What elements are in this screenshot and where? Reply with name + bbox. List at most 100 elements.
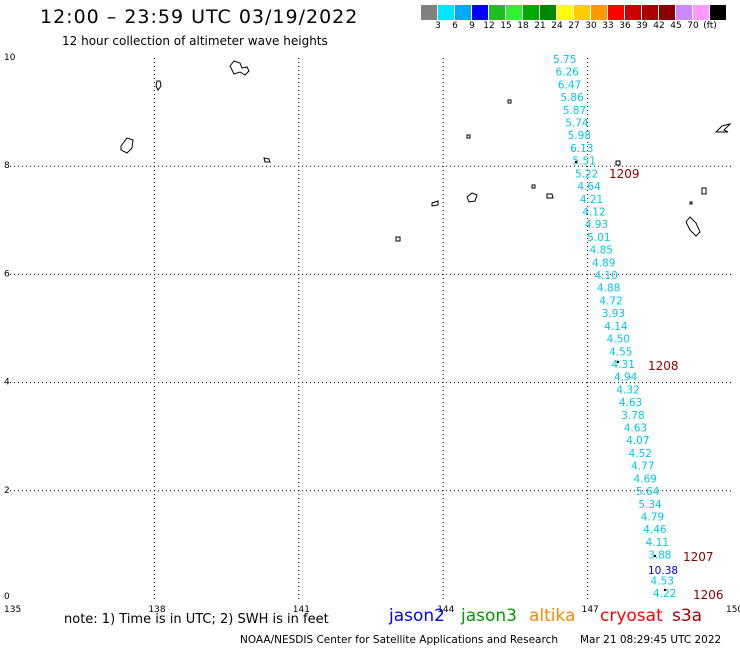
track-marker	[574, 160, 578, 164]
island-coastline	[120, 137, 134, 154]
y-tick-label: 10	[4, 53, 16, 63]
wave-height-value: 4.07	[626, 435, 649, 447]
wave-height-value: 5.74	[565, 118, 589, 130]
scale-label: 45	[670, 21, 682, 31]
wave-height-value: 4.94	[614, 372, 638, 384]
y-tick-label: 8	[4, 161, 10, 171]
scale-swatch	[608, 5, 625, 20]
scale-label: 6	[452, 21, 458, 31]
time-label: 1209	[609, 167, 640, 181]
wave-height-value: 4.10	[594, 270, 617, 282]
scale-swatch	[472, 5, 489, 20]
wave-height-value-jason2: 10.38	[648, 565, 678, 577]
wave-height-value: 4.31	[612, 359, 635, 371]
scale-label: 15	[500, 21, 512, 31]
wave-height-value: 4.79	[641, 511, 664, 523]
map-title: 12:00 – 23:59 UTC 03/19/2022	[40, 6, 359, 28]
wave-height-value: 6.13	[570, 143, 593, 155]
x-tick-label: 135	[4, 605, 21, 615]
scale-swatch	[574, 5, 591, 20]
island-coastline	[155, 80, 162, 91]
scale-label: 18	[517, 21, 529, 31]
island-coastline	[431, 200, 439, 207]
x-tick-label: 138	[148, 605, 165, 615]
wave-height-value: 4.64	[577, 181, 601, 193]
island-coastline	[546, 193, 554, 199]
x-tick-label: 141	[293, 605, 310, 615]
wave-height-value: 4.55	[609, 346, 632, 358]
y-tick-label: 0	[4, 592, 10, 602]
wave-height-value: 6.47	[558, 79, 581, 91]
wave-height-value: 4.89	[592, 257, 615, 269]
wave-height-value: 4.93	[585, 219, 608, 231]
island-coastline	[531, 184, 536, 189]
wave-height-value: 4.21	[580, 194, 603, 206]
scale-label: 30	[585, 21, 597, 31]
wave-height-value: 5.01	[587, 232, 610, 244]
y-tick-label: 2	[4, 486, 10, 496]
wave-height-value: 4.12	[582, 206, 605, 218]
track-marker	[653, 554, 657, 558]
scale-label: 24	[551, 21, 563, 31]
scale-swatch	[523, 5, 540, 20]
wave-height-value: 4.14	[604, 321, 628, 333]
scale-swatch	[676, 5, 693, 20]
scale-label: (ft)	[703, 21, 717, 31]
satellite-s3a: s3a	[672, 606, 703, 626]
x-tick-label: 150	[726, 605, 740, 615]
island-coastline	[714, 123, 732, 133]
scale-label: 3	[435, 21, 441, 31]
x-tick-label: 147	[582, 605, 599, 615]
wave-height-value: 5.86	[560, 92, 584, 104]
scale-swatch	[557, 5, 574, 20]
x-tick-label: 144	[437, 605, 454, 615]
wave-height-value: 5.34	[638, 499, 662, 511]
time-label: 1206	[693, 588, 724, 602]
wave-height-value: 4.77	[631, 461, 654, 473]
wave-height-value: 4.63	[619, 397, 642, 409]
wave-height-value: 4.46	[643, 524, 667, 536]
wave-height-value: 4.11	[646, 537, 669, 549]
island-coastline	[263, 157, 271, 163]
satellite-jason3: jason3	[461, 606, 517, 626]
scale-label: 9	[469, 21, 475, 31]
y-tick-label: 6	[4, 269, 10, 279]
wave-height-value: 4.22	[653, 588, 676, 600]
wave-height-value: 3.93	[602, 308, 625, 320]
wave-height-value: 4.63	[624, 423, 647, 435]
wave-height-value: 5.75	[553, 54, 576, 66]
wave-height-value: 4.72	[599, 295, 622, 307]
scale-swatch	[421, 5, 438, 20]
wave-height-value: 3.88	[648, 550, 671, 562]
island-coastline	[466, 134, 471, 139]
scale-swatch	[540, 5, 557, 20]
wave-height-value: 4.53	[651, 575, 674, 587]
scale-swatch	[506, 5, 523, 20]
scale-swatch	[710, 5, 727, 20]
wave-height-value: 4.50	[607, 334, 630, 346]
wave-height-value: 5.64	[636, 486, 660, 498]
scale-label: 42	[653, 21, 665, 31]
wave-height-value: 5.22	[575, 168, 598, 180]
satellite-altika: altika	[529, 606, 576, 626]
scale-swatch	[489, 5, 506, 20]
y-tick-label: 4	[4, 378, 10, 388]
scale-swatch	[642, 5, 659, 20]
credit-line: NOAA/NESDIS Center for Satellite Applica…	[240, 634, 558, 646]
track-marker	[663, 588, 667, 592]
scale-label: 21	[534, 21, 546, 31]
wave-height-value: 4.52	[629, 448, 652, 460]
time-label: 1207	[683, 550, 714, 564]
scale-label: 39	[636, 21, 648, 31]
scale-label: 33	[602, 21, 614, 31]
wave-height-value: 4.85	[590, 245, 613, 257]
wave-height-value: 4.32	[616, 384, 639, 396]
map-subtitle: 12 hour collection of altimeter wave hei…	[62, 34, 328, 48]
satellite-jason2: jason2	[389, 606, 445, 626]
generation-timestamp: Mar 21 08:29:45 UTC 2022	[580, 634, 722, 646]
wave-height-value: 3.78	[621, 410, 644, 422]
wave-height-value: 5.51	[573, 156, 596, 168]
scale-label: 12	[483, 21, 495, 31]
wave-height-value: 4.88	[597, 283, 620, 295]
scale-label: 27	[568, 21, 580, 31]
